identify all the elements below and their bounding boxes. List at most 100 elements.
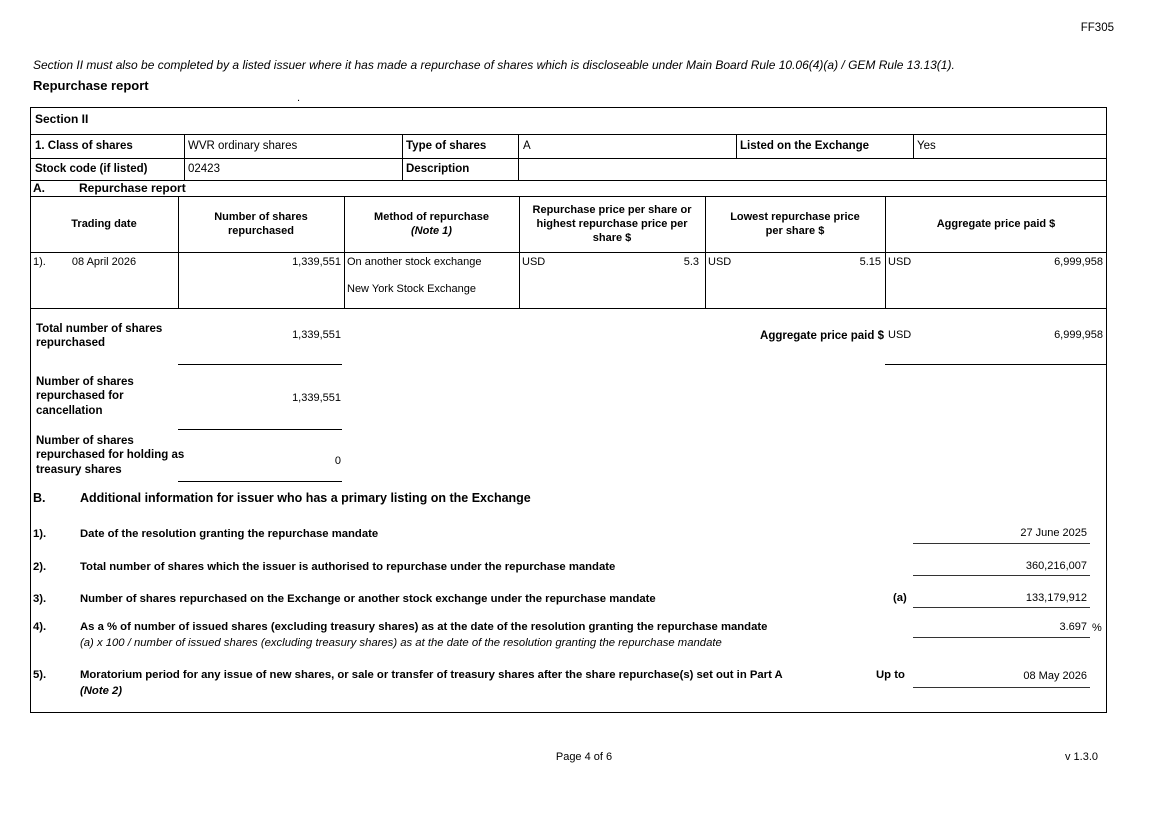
divider — [736, 134, 737, 158]
item2-number: 2). — [33, 561, 47, 573]
class-of-shares-value: WVR ordinary shares — [188, 140, 298, 152]
item5-number: 5). — [33, 669, 47, 681]
column-header-price-low: Lowest repurchase price per share $ — [705, 196, 885, 252]
item2-underline — [913, 575, 1090, 576]
item5-value: 08 May 2026 — [1023, 670, 1087, 682]
shares-repurchased-cell: 1,339,551 — [292, 256, 341, 268]
price-low-currency: USD — [708, 256, 732, 268]
divider — [402, 134, 403, 180]
section-b-number: B. — [33, 491, 46, 505]
cancellation-value: 1,339,551 — [292, 392, 341, 404]
column-header-text: Number of shares repurchased — [214, 210, 308, 237]
column-header-text: Lowest repurchase price per share $ — [730, 210, 860, 237]
form-outer-box — [30, 107, 1107, 713]
item3-number: 3). — [33, 593, 47, 605]
divider — [30, 158, 1107, 159]
section-a-number: A. — [33, 181, 45, 195]
item1-value: 27 June 2025 — [1020, 527, 1087, 539]
total-shares-underline — [178, 364, 342, 365]
column-header-shares-repurchased: Number of shares repurchased — [178, 196, 344, 252]
version-label: v 1.3.0 — [1064, 751, 1098, 763]
column-header-text: Trading date — [71, 217, 137, 230]
column-header-note: (Note 1) — [411, 225, 452, 237]
item1-text: Date of the resolution granting the repu… — [80, 528, 379, 540]
price-high-value: 5.3 — [683, 256, 699, 268]
item2-text: Total number of shares which the issuer … — [80, 561, 616, 573]
column-header-text: Repurchase price per share or highest re… — [532, 203, 692, 245]
description-label: Description — [406, 163, 470, 175]
item4-percent-sign: % — [1092, 622, 1102, 634]
item4-underline — [913, 637, 1090, 638]
stray-mark: . — [297, 92, 301, 104]
form-code: FF305 — [1080, 22, 1114, 34]
aggregate-currency: USD — [888, 256, 912, 268]
page-number: Page 4 of 6 — [555, 751, 613, 763]
column-header-text: Method of repurchase — [374, 210, 489, 223]
column-header-method: Method of repurchase (Note 1) — [344, 196, 519, 252]
divider — [184, 134, 185, 180]
item4-number: 4). — [33, 621, 47, 633]
row-number: 1). — [33, 256, 46, 268]
treasury-value: 0 — [334, 455, 341, 467]
class-of-shares-label: 1. Class of shares — [35, 140, 133, 152]
divider — [30, 308, 1107, 309]
item1-underline — [913, 543, 1090, 544]
item5-underline — [913, 687, 1090, 688]
aggregate-paid-label: Aggregate price paid $ — [760, 330, 884, 342]
divider — [885, 196, 886, 308]
divider — [705, 196, 706, 308]
price-low-value: 5.15 — [859, 256, 881, 268]
method-cell-line1: On another stock exchange — [347, 256, 482, 268]
column-header-trading-date: Trading date — [30, 196, 178, 252]
treasury-label: Number of shares repurchased for holding… — [36, 435, 185, 476]
section2-header: Section II — [35, 112, 89, 126]
stock-code-value: 02423 — [188, 163, 220, 175]
item3-value: 133,179,912 — [1025, 592, 1087, 604]
cancellation-label: Number of shares repurchased for cancell… — [36, 376, 134, 417]
item5-text: Moratorium period for any issue of new s… — [80, 669, 783, 681]
total-shares-label: Total number of shares repurchased — [36, 323, 163, 350]
aggregate-paid-underline — [885, 364, 1107, 365]
listed-on-exchange-value: Yes — [917, 140, 936, 152]
intro-note: Section II must also be completed by a l… — [33, 58, 955, 72]
stock-code-label: Stock code (if listed) — [35, 163, 148, 175]
divider — [30, 180, 1107, 181]
column-header-text: Aggregate price paid $ — [936, 217, 1056, 230]
item1-number: 1). — [33, 528, 47, 540]
divider — [30, 196, 1107, 197]
item4-formula: (a) x 100 / number of issued shares (exc… — [80, 637, 722, 649]
item3-underline — [913, 607, 1090, 608]
item4-value: 3.697 — [1059, 621, 1087, 633]
trading-date-cell: 08 April 2026 — [71, 256, 137, 268]
section-b-title: Additional information for issuer who ha… — [80, 491, 531, 505]
section-a-title: Repurchase report — [79, 181, 186, 195]
divider — [30, 252, 1107, 253]
method-cell-line2: New York Stock Exchange — [347, 283, 477, 295]
divider — [518, 134, 519, 180]
aggregate-value: 6,999,958 — [1054, 256, 1103, 268]
item2-value: 360,216,007 — [1025, 560, 1087, 572]
type-of-shares-value: A — [523, 140, 531, 152]
item3-text: Number of shares repurchased on the Exch… — [80, 593, 656, 605]
item3-ref: (a) — [893, 592, 907, 604]
divider — [344, 196, 345, 308]
divider — [178, 196, 179, 308]
column-header-price-high: Repurchase price per share or highest re… — [519, 196, 705, 252]
divider — [913, 134, 914, 158]
item5-prefix: Up to — [876, 669, 905, 681]
aggregate-paid-value: 6,999,958 — [1054, 329, 1103, 341]
aggregate-paid-currency: USD — [888, 329, 912, 341]
column-header-aggregate: Aggregate price paid $ — [885, 196, 1107, 252]
treasury-underline — [178, 481, 342, 482]
item5-note: (Note 2) — [80, 685, 123, 697]
divider — [519, 196, 520, 308]
listed-on-exchange-label: Listed on the Exchange — [740, 140, 870, 152]
cancellation-underline — [178, 429, 342, 430]
price-high-currency: USD — [522, 256, 546, 268]
divider — [30, 134, 1107, 135]
page-title: Repurchase report — [33, 78, 149, 93]
item4-text: As a % of number of issued shares (exclu… — [80, 621, 768, 633]
total-shares-value: 1,339,551 — [292, 329, 341, 341]
type-of-shares-label: Type of shares — [406, 140, 487, 152]
